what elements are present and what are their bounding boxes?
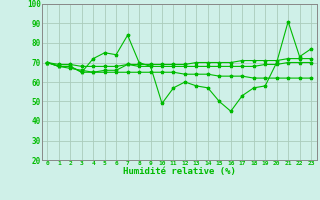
X-axis label: Humidité relative (%): Humidité relative (%): [123, 167, 236, 176]
